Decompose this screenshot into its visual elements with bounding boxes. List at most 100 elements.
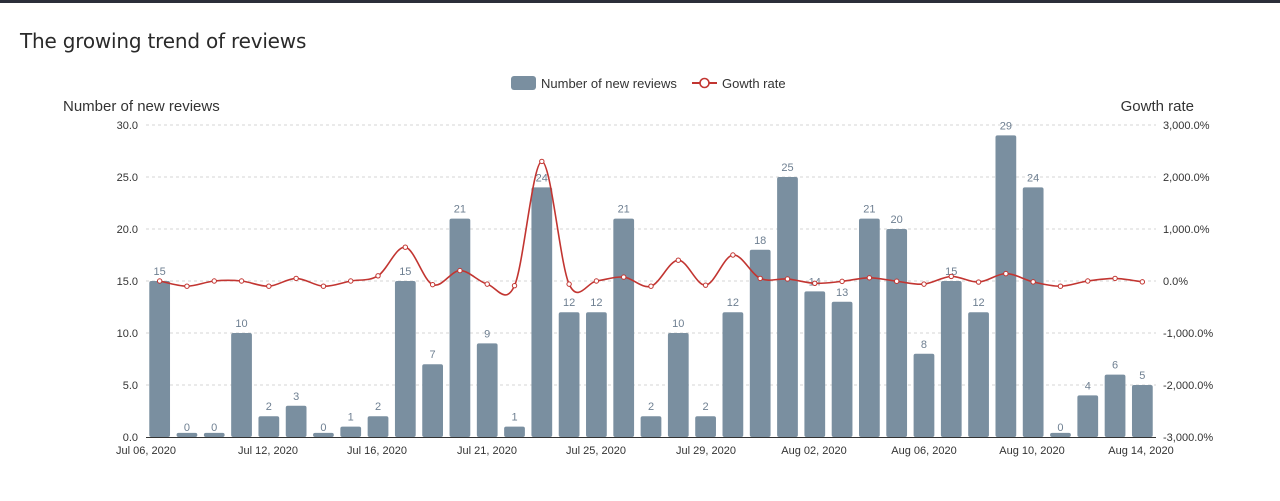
bar bbox=[695, 416, 716, 437]
right-tick-label: 2,000.0% bbox=[1163, 172, 1210, 184]
bar bbox=[367, 416, 389, 437]
bar-value-label: 2 bbox=[375, 401, 381, 413]
bar-value-label: 12 bbox=[972, 297, 984, 309]
bar-value-label: 1 bbox=[348, 412, 354, 424]
legend-item-growth[interactable]: Gowth rate bbox=[692, 73, 786, 93]
growth-rate-point bbox=[675, 257, 681, 263]
bar bbox=[886, 229, 908, 437]
growth-rate-point bbox=[539, 158, 545, 165]
bar bbox=[449, 218, 471, 437]
growth-rate-point bbox=[238, 278, 245, 284]
bar bbox=[313, 432, 334, 437]
x-tick-label: Jul 25, 2020 bbox=[566, 445, 626, 457]
x-tick-label: Aug 06, 2020 bbox=[891, 445, 956, 457]
growth-rate-point bbox=[812, 280, 818, 286]
legend-item-reviews[interactable]: Number of new reviews bbox=[511, 73, 677, 93]
left-tick-label: 15.0 bbox=[117, 276, 138, 288]
right-tick-label: -3,000.0% bbox=[1163, 432, 1213, 444]
bar bbox=[504, 426, 525, 437]
bar-value-label: 13 bbox=[836, 287, 848, 299]
bar bbox=[613, 218, 635, 437]
growth-rate-point bbox=[648, 283, 654, 289]
growth-rate-point bbox=[375, 273, 381, 279]
growth-rate-point bbox=[184, 283, 190, 289]
bar bbox=[558, 312, 580, 437]
bar-value-label: 5 bbox=[1139, 370, 1145, 382]
bar-value-label: 21 bbox=[454, 204, 466, 216]
chart-card: The growing trend of reviews Number of n… bbox=[0, 3, 1280, 501]
x-tick-label: Jul 29, 2020 bbox=[676, 445, 736, 457]
bar bbox=[1131, 385, 1153, 437]
growth-rate-point bbox=[975, 279, 982, 285]
bar-value-labels: 1500102301215721912412122121021218251413… bbox=[154, 120, 1146, 434]
bar-value-label: 0 bbox=[1057, 422, 1063, 434]
bar-value-label: 15 bbox=[154, 266, 166, 278]
growth-rate-point bbox=[1085, 278, 1091, 284]
bar-value-label: 0 bbox=[211, 422, 217, 434]
growth-rate-point bbox=[893, 278, 900, 284]
bar-value-label: 2 bbox=[266, 401, 272, 413]
bar-value-label: 4 bbox=[1085, 380, 1091, 392]
left-tick-label: 5.0 bbox=[123, 380, 138, 392]
growth-rate-point bbox=[211, 278, 217, 284]
bar-value-label: 8 bbox=[921, 339, 927, 351]
bar bbox=[940, 281, 962, 437]
bar bbox=[476, 343, 498, 437]
growth-rate-point bbox=[1003, 270, 1009, 277]
growth-rate-point bbox=[266, 283, 272, 289]
bar-value-label: 24 bbox=[1027, 172, 1039, 184]
bar bbox=[1104, 374, 1126, 437]
bar bbox=[749, 249, 771, 437]
x-tick-label: Jul 21, 2020 bbox=[457, 445, 517, 457]
right-tick-label: 1,000.0% bbox=[1163, 224, 1210, 236]
bar-value-label: 1 bbox=[511, 412, 517, 424]
right-tick-label: 3,000.0% bbox=[1163, 120, 1210, 132]
growth-rate-point bbox=[839, 278, 845, 285]
bar-value-label: 12 bbox=[563, 297, 575, 309]
bar bbox=[149, 281, 171, 437]
bar-value-label: 15 bbox=[945, 266, 957, 278]
x-tick-label: Jul 06, 2020 bbox=[116, 445, 176, 457]
left-axis-title: Number of new reviews bbox=[63, 98, 220, 115]
right-axis: -3,000.0% -2,000.0% -1,000.0% 0.0% 1,000.0% 2… bbox=[1163, 120, 1213, 444]
growth-rate-point bbox=[293, 275, 299, 282]
grid-lines bbox=[146, 124, 1156, 386]
bar bbox=[422, 364, 443, 437]
bar-value-label: 29 bbox=[1000, 120, 1012, 132]
chart-legend: Number of new reviews Gowth rate bbox=[0, 73, 1280, 93]
right-tick-label: 0.0% bbox=[1163, 276, 1188, 288]
bar-value-label: 18 bbox=[754, 235, 766, 247]
growth-rate-point bbox=[457, 267, 463, 274]
growth-rate-point bbox=[402, 244, 409, 250]
bar-value-label: 9 bbox=[484, 328, 490, 340]
growth-rate-point bbox=[1030, 279, 1036, 285]
growth-rate-point bbox=[484, 281, 490, 287]
bar bbox=[777, 177, 798, 437]
growth-rate-point bbox=[757, 275, 763, 282]
bar-value-label: 7 bbox=[430, 349, 436, 361]
bar bbox=[285, 405, 307, 437]
growth-rate-point bbox=[1057, 283, 1064, 289]
x-tick-label: Aug 02, 2020 bbox=[781, 445, 846, 457]
bar-value-label: 0 bbox=[184, 422, 190, 434]
x-axis: Jul 06, 2020 Jul 12, 2020 Jul 16, 2020 Jul … bbox=[116, 437, 1174, 457]
right-axis-title: Gowth rate bbox=[1120, 98, 1194, 115]
bar bbox=[531, 187, 553, 437]
legend-bar-swatch bbox=[511, 76, 536, 90]
bar-value-label: 24 bbox=[536, 172, 548, 184]
x-tick-label: Aug 14, 2020 bbox=[1108, 445, 1173, 457]
right-tick-label: -2,000.0% bbox=[1163, 380, 1213, 392]
bar-value-label: 3 bbox=[293, 391, 299, 403]
bar bbox=[394, 281, 416, 437]
growth-rate-point bbox=[702, 282, 709, 288]
bar bbox=[640, 416, 662, 437]
bar bbox=[340, 426, 362, 437]
bar bbox=[859, 218, 880, 437]
right-tick-label: -1,000.0% bbox=[1163, 328, 1213, 340]
left-tick-label: 30.0 bbox=[117, 120, 138, 132]
bar bbox=[586, 312, 607, 437]
left-axis: 0.0 5.0 10.0 15.0 20.0 25.0 30.0 bbox=[117, 120, 138, 444]
bar bbox=[667, 333, 689, 437]
growth-rate-point bbox=[1139, 279, 1146, 285]
growth-rate-point bbox=[566, 281, 572, 287]
